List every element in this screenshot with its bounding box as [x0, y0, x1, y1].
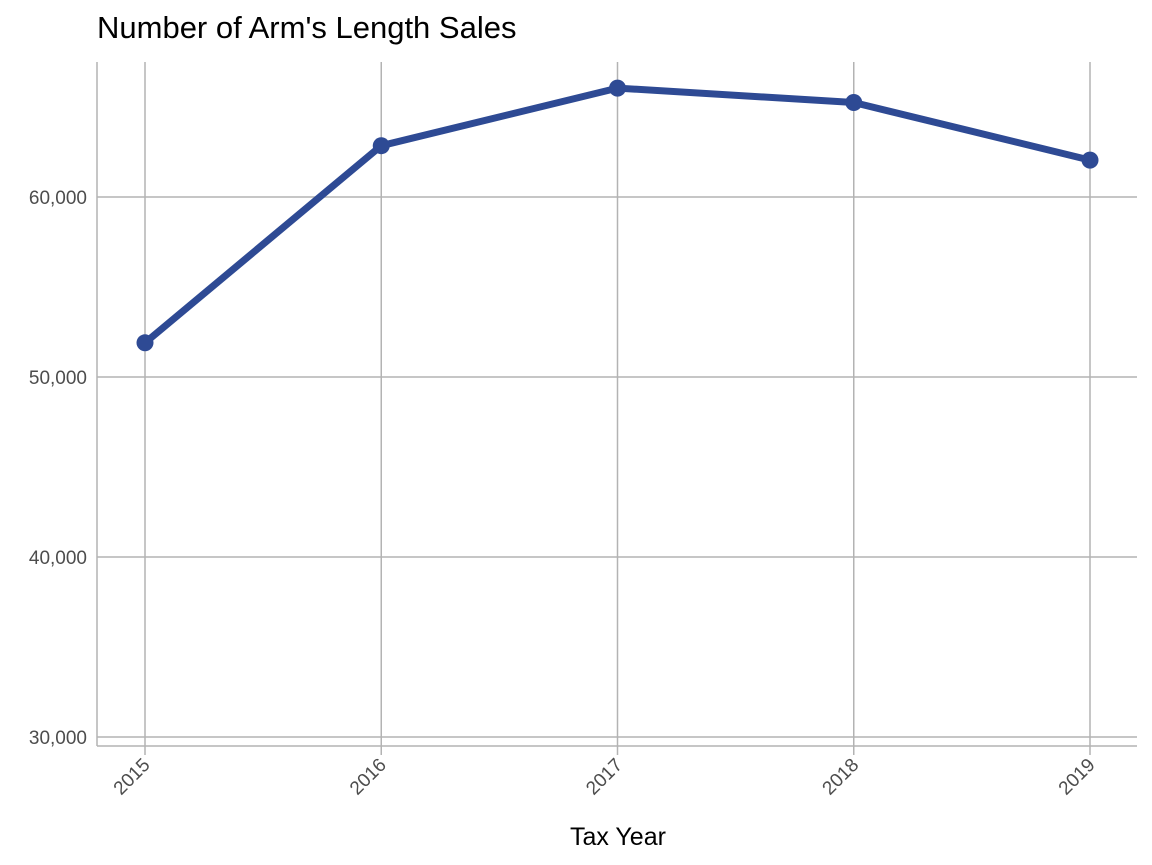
- data-point: [136, 334, 154, 352]
- grid-lines: [97, 62, 1137, 755]
- y-tick-label: 50,000: [29, 368, 87, 389]
- y-tick-label: 30,000: [29, 728, 87, 749]
- y-tick-label: 40,000: [29, 548, 87, 569]
- chart-title: Number of Arm's Length Sales: [97, 10, 517, 45]
- x-tick-label: 2019: [1055, 755, 1100, 800]
- x-tick-label: 2016: [346, 755, 391, 800]
- data-point: [845, 94, 863, 111]
- x-tick-label: 2015: [110, 755, 155, 800]
- tick-labels: 30,000 40,000 50,000 60,000 2015 2016 2017 2018…: [29, 188, 1100, 799]
- series-tax-year-sales: [136, 79, 1099, 352]
- data-point: [1081, 151, 1099, 169]
- y-tick-label: 60,000: [29, 188, 87, 209]
- x-tick-label: 2017: [582, 755, 627, 800]
- data-point: [609, 79, 626, 97]
- x-tick-label: 2018: [819, 755, 864, 800]
- data-point: [372, 137, 390, 155]
- x-axis-title: Tax Year: [570, 823, 666, 851]
- axes: [96, 62, 1137, 747]
